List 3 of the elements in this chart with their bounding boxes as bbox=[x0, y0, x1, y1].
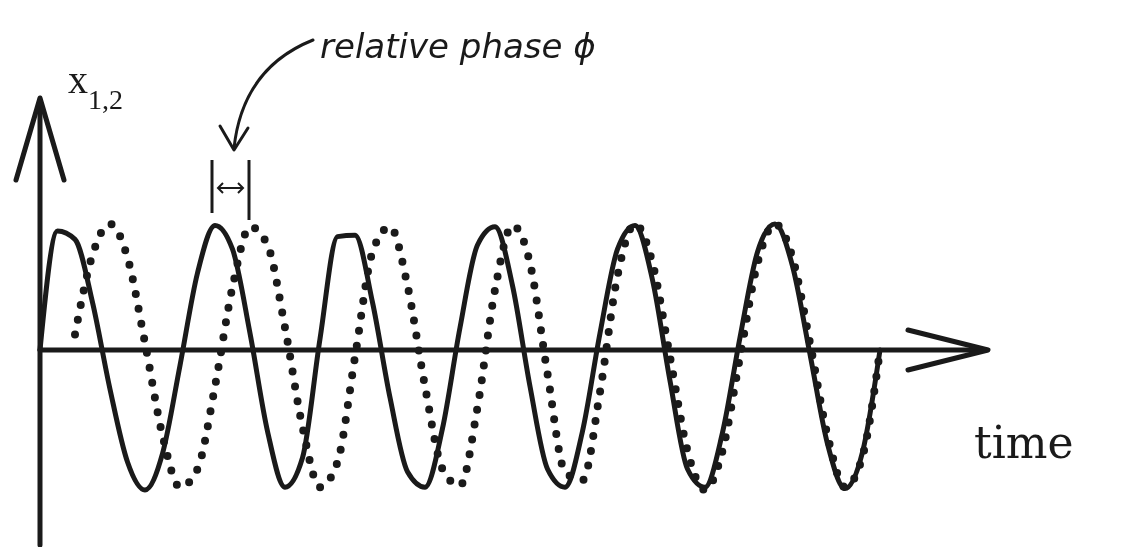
y-axis-title: x$_{1,2}$ bbox=[68, 57, 123, 115]
text: relative phase ϕ bbox=[320, 26, 596, 66]
x-axis-title: time bbox=[974, 417, 1074, 468]
